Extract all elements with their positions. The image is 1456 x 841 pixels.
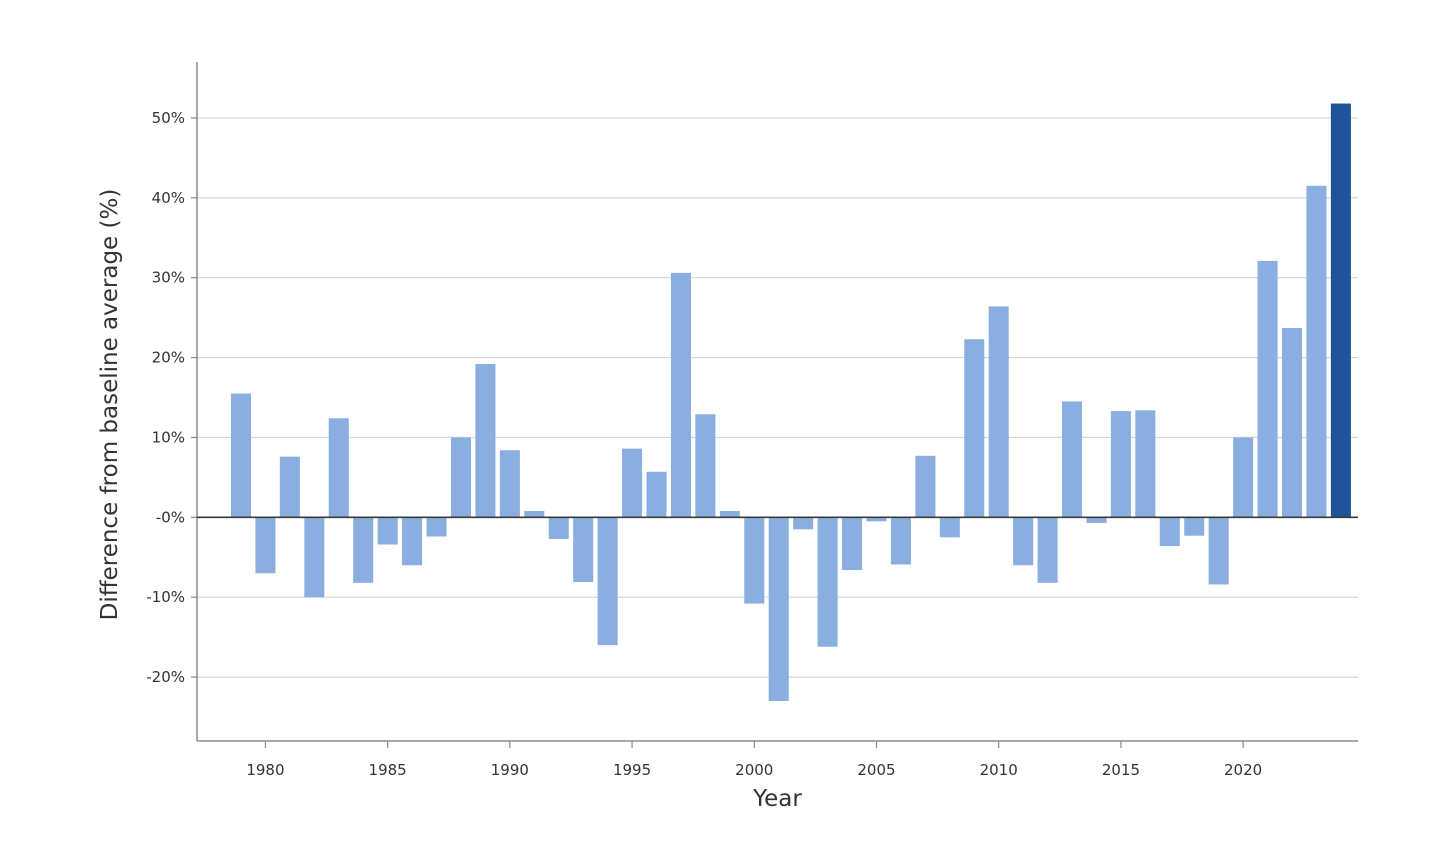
bar xyxy=(890,517,911,565)
y-tick-label: -10% xyxy=(146,588,185,606)
bar xyxy=(866,517,887,522)
bar xyxy=(377,517,398,545)
y-tick-label: 30% xyxy=(152,269,185,287)
bar xyxy=(304,517,325,598)
x-tick-label: 2015 xyxy=(1102,761,1140,779)
bar xyxy=(1135,410,1156,518)
bar xyxy=(744,517,765,604)
bar xyxy=(695,414,716,518)
bar xyxy=(1062,401,1083,518)
bar xyxy=(402,517,423,566)
bar xyxy=(499,450,520,518)
bar xyxy=(597,517,618,646)
bar xyxy=(475,363,496,518)
bar xyxy=(1013,517,1034,566)
y-tick-label: 20% xyxy=(152,349,185,367)
x-tick-label: 2020 xyxy=(1224,761,1262,779)
axes xyxy=(196,62,1358,742)
bar xyxy=(1086,517,1107,523)
x-tick-label: 1990 xyxy=(491,761,529,779)
y-axis-title: Difference from baseline average (%) xyxy=(97,189,123,621)
y-tick-label: -0% xyxy=(156,508,185,526)
x-tick-labels: 1980 1985 1990 1995 2000 2005 2010 2015 2020 xyxy=(246,741,1262,779)
x-axis-title: Year xyxy=(752,786,802,812)
y-tick-label: 10% xyxy=(152,428,185,446)
bar xyxy=(1281,328,1303,518)
bar xyxy=(573,517,594,583)
bar xyxy=(548,517,569,539)
gridlines xyxy=(197,117,1358,678)
bar xyxy=(719,510,740,518)
y-tick-label: -20% xyxy=(146,668,185,686)
bar xyxy=(842,517,863,571)
bar xyxy=(450,437,471,518)
x-tick-label: 1995 xyxy=(613,761,651,779)
bar xyxy=(670,272,691,518)
bar xyxy=(1159,517,1180,547)
bar xyxy=(964,339,985,518)
bar xyxy=(793,517,814,530)
bar xyxy=(1184,517,1205,536)
bar xyxy=(1208,517,1229,585)
bar xyxy=(1233,437,1254,518)
bar xyxy=(353,517,374,583)
bar xyxy=(328,418,349,518)
x-tick-label: 1985 xyxy=(369,761,407,779)
bar xyxy=(279,456,300,518)
bar xyxy=(915,455,936,518)
bar xyxy=(768,517,789,702)
x-tick-label: 2010 xyxy=(980,761,1018,779)
bar xyxy=(1110,411,1131,518)
bar xyxy=(817,517,838,647)
x-tick-label: 2000 xyxy=(735,761,773,779)
bar xyxy=(1037,517,1058,583)
bar xyxy=(230,393,252,518)
x-tick-label: 1980 xyxy=(246,761,284,779)
bar xyxy=(255,517,276,574)
bar xyxy=(939,517,960,538)
y-tick-labels: -20% -10% -0% 10% 20% 30% 40% 50% xyxy=(146,109,197,686)
bar xyxy=(988,306,1009,518)
bar xyxy=(524,510,545,518)
y-tick-label: 40% xyxy=(152,189,185,207)
bar xyxy=(1330,103,1351,518)
bar xyxy=(1306,185,1327,518)
bar xyxy=(622,448,643,518)
bar xyxy=(1257,260,1278,518)
bars xyxy=(230,103,1351,702)
bar xyxy=(646,471,667,518)
x-tick-label: 2005 xyxy=(857,761,895,779)
bar xyxy=(426,517,447,537)
y-tick-label: 50% xyxy=(152,109,185,127)
